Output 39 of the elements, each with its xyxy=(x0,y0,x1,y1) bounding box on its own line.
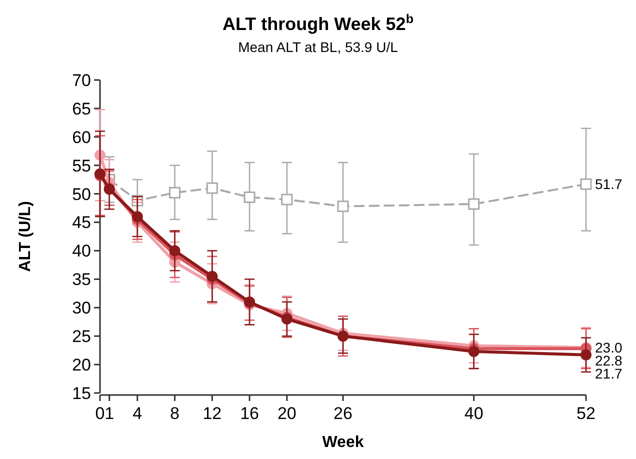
x-tick-label: 0 xyxy=(95,404,105,423)
y-tick-label: 55 xyxy=(72,156,91,176)
point xyxy=(206,182,218,194)
point xyxy=(281,194,293,206)
point xyxy=(169,186,181,198)
y-tick-label: 70 xyxy=(72,70,91,90)
point xyxy=(132,211,143,222)
x-tick-label: 52 xyxy=(576,404,596,423)
y-tick-label: 15 xyxy=(72,384,91,403)
data-label: 51.7 xyxy=(595,176,622,192)
point xyxy=(468,346,480,357)
x-tick-label: 4 xyxy=(132,404,142,423)
point xyxy=(206,270,218,282)
point xyxy=(468,198,480,210)
y-tick-label: 20 xyxy=(72,355,91,374)
y-tick-label: 45 xyxy=(72,213,91,232)
x-tick-label: 12 xyxy=(202,404,222,423)
y-tick-label: 60 xyxy=(72,128,91,147)
chart-subtitle: Mean ALT at BL, 53.9 U/L xyxy=(238,39,398,55)
y-axis-title: ALT (U/L) xyxy=(17,201,34,272)
y-tick-label: 65 xyxy=(72,99,91,118)
x-tick-label: 26 xyxy=(334,404,352,423)
y-tick-label: 25 xyxy=(72,327,91,346)
x-axis-title: Week xyxy=(322,434,364,451)
y-tick-label: 50 xyxy=(72,184,91,204)
point xyxy=(580,349,592,360)
point xyxy=(169,245,180,256)
point xyxy=(580,178,592,190)
y-tick-label: 35 xyxy=(72,270,91,290)
point xyxy=(337,200,349,212)
y-tick-label: 40 xyxy=(72,242,91,261)
x-tick-label: 40 xyxy=(464,404,484,423)
x-tick-label: 20 xyxy=(277,404,296,423)
x-tick-label: 16 xyxy=(240,404,259,423)
x-tick-label: 8 xyxy=(170,404,180,423)
x-tick-label: 1 xyxy=(104,404,114,423)
chart-title: ALT through Week 52$^{b}$ xyxy=(222,12,414,34)
point xyxy=(244,191,256,203)
y-tick-label: 30 xyxy=(72,298,91,318)
